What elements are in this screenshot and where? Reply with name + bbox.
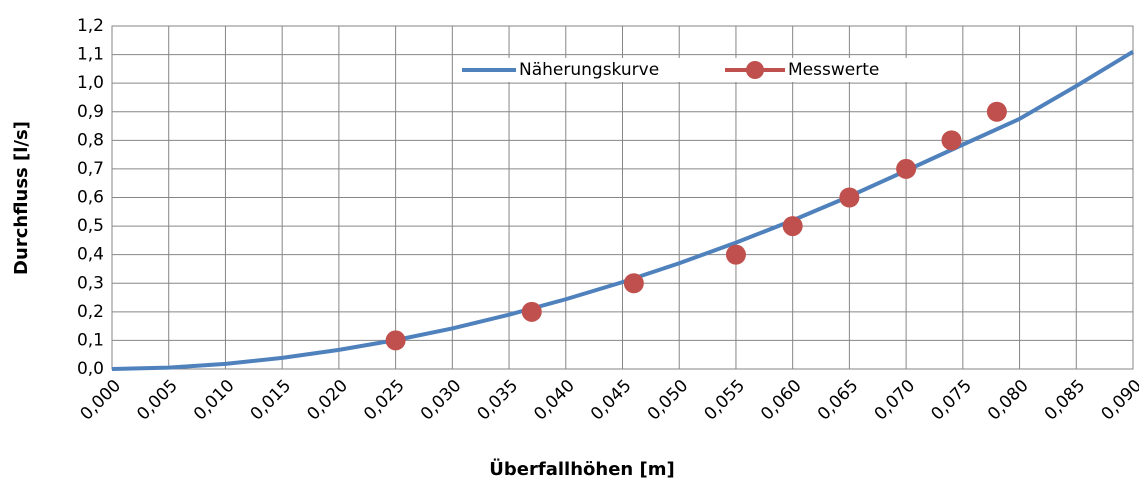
- y-tick-label: 0,7: [77, 159, 104, 179]
- data-point: [986, 101, 1007, 122]
- x-tick-label: 0,055: [700, 376, 749, 425]
- x-tick-label: 0,080: [984, 376, 1033, 425]
- x-tick-label: 0,050: [644, 376, 693, 425]
- curve: [111, 50, 1135, 371]
- data-point: [725, 244, 746, 265]
- data-point: [941, 130, 962, 151]
- legend-entry: Messwerte: [788, 60, 879, 80]
- data-point: [385, 330, 406, 351]
- x-tick-label: 0,085: [1041, 376, 1090, 425]
- data-point: [782, 216, 803, 237]
- y-tick-label: 0,4: [77, 245, 104, 265]
- x-tick-label: 0,075: [927, 376, 976, 425]
- y-tick-label: 0,0: [77, 359, 104, 379]
- y-tick-label: 0,3: [77, 273, 104, 293]
- y-tick-label: 1,0: [77, 73, 104, 93]
- data-point: [896, 158, 917, 179]
- y-tick-label: 0,8: [77, 130, 104, 150]
- y-axis-label: Durchfluss [l/s]: [11, 121, 32, 275]
- data-point: [623, 273, 644, 294]
- x-tick-label: 0,040: [530, 376, 579, 425]
- y-tick-label: 0,6: [77, 188, 104, 208]
- y-tick-label: 1,1: [77, 45, 104, 65]
- data-point: [839, 187, 860, 208]
- x-axis-label: Überfallhöhen [m]: [489, 458, 674, 480]
- y-tick-label: 0,9: [77, 102, 104, 122]
- x-tick-label: 0,005: [133, 376, 182, 425]
- y-tick-label: 0,1: [77, 330, 104, 350]
- x-tick-label: 0,065: [814, 376, 863, 425]
- x-tick-label: 0,035: [474, 376, 523, 425]
- plot-border: [111, 25, 1134, 370]
- y-tick-label: 0,2: [77, 302, 104, 322]
- y-tick-label: 0,5: [77, 216, 104, 236]
- x-tick-label: 0,070: [871, 376, 920, 425]
- x-tick-label: 0,060: [757, 376, 806, 425]
- x-tick-label: 0,090: [1098, 376, 1139, 425]
- x-tick-label: 0,030: [417, 376, 466, 425]
- x-tick-label: 0,045: [587, 376, 636, 425]
- x-tick-label: 0,000: [77, 376, 126, 425]
- x-tick-label: 0,025: [360, 376, 409, 425]
- x-tick-label: 0,010: [190, 376, 239, 425]
- y-tick-label: 1,2: [77, 16, 104, 36]
- x-tick-label: 0,015: [247, 376, 296, 425]
- legend-entry: Näherungskurve: [519, 60, 659, 80]
- x-tick-label: 0,020: [303, 376, 352, 425]
- legend-swatch: [746, 61, 764, 79]
- data-point: [521, 301, 542, 322]
